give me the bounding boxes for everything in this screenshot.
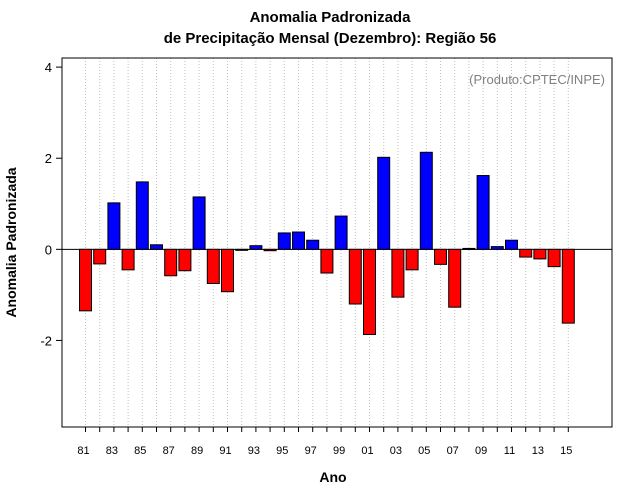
plot-frame <box>61 57 613 428</box>
y-tick-label: 4 <box>45 60 52 75</box>
x-tick-label: 93 <box>248 445 260 457</box>
x-tick-label: 83 <box>106 445 118 457</box>
bar-2005 <box>419 151 433 250</box>
x-tick-label: 11 <box>504 445 515 457</box>
x-tick-label: 87 <box>163 445 175 457</box>
bar-2000 <box>348 248 362 305</box>
y-axis-label: Anomalia Padronizada <box>3 167 19 317</box>
y-axis: -2 0 2 4 <box>40 60 62 348</box>
x-tick-label: 01 <box>361 445 373 457</box>
x-axis-label: Ano <box>319 469 346 485</box>
bar-1984 <box>121 248 135 271</box>
bar-1988 <box>178 248 192 272</box>
bar-2006 <box>434 248 447 265</box>
x-tick-label: 95 <box>276 445 288 457</box>
chart-title-line1: Anomalia Padronizada <box>249 9 411 26</box>
bar-2010 <box>490 246 504 250</box>
bar-1997 <box>306 239 320 250</box>
x-tick-label: 15 <box>560 445 572 457</box>
bar-1991 <box>221 248 234 293</box>
x-axis: 81 83 85 87 89 91 93 95 97 99 01 03 05 07 09 11 13 15 <box>77 427 572 457</box>
chart-title-line2: de Precipitação Mensal (Dezembro): Regiã… <box>163 30 497 47</box>
bar-1995 <box>277 232 291 250</box>
x-tick-label: 13 <box>532 445 544 457</box>
bar-2011 <box>505 239 518 250</box>
bar-1983 <box>107 202 121 250</box>
bar-1992 <box>235 248 249 251</box>
bar-1986 <box>150 244 163 250</box>
credit-label: (Produto:CPTEC/INPE) <box>469 72 605 87</box>
bar-2015 <box>561 248 575 324</box>
bar-1998 <box>320 248 334 274</box>
y-tick-label: -2 <box>40 333 52 348</box>
x-tick-label: 81 <box>77 445 89 457</box>
bar-1990 <box>206 248 220 284</box>
bar-2001 <box>363 248 376 336</box>
bar-1982 <box>93 248 107 265</box>
x-tick-label: 91 <box>219 445 231 457</box>
gridlines <box>85 58 569 427</box>
bar-1994 <box>263 248 277 252</box>
bar-2008 <box>462 247 476 250</box>
bar-2003 <box>391 248 405 298</box>
bar-1989 <box>192 196 206 250</box>
bar-1999 <box>334 215 348 250</box>
bar-2004 <box>405 248 419 271</box>
bar-2002 <box>377 156 391 250</box>
x-tick-label: 85 <box>134 445 146 457</box>
bar-2014 <box>547 248 561 268</box>
x-tick-label: 07 <box>447 445 459 457</box>
bar-1993 <box>249 245 263 250</box>
bar-2007 <box>448 248 462 308</box>
x-tick-label: 05 <box>418 445 430 457</box>
bar-1987 <box>164 248 178 277</box>
bar-1985 <box>135 181 149 250</box>
bar-2009 <box>476 175 490 250</box>
x-tick-label: 89 <box>191 445 203 457</box>
bar-1981 <box>79 248 92 312</box>
bar-2012 <box>519 248 533 258</box>
y-tick-label: 2 <box>45 151 52 166</box>
x-tick-label: 99 <box>333 445 345 457</box>
x-tick-label: 97 <box>305 445 317 457</box>
bars <box>79 151 575 336</box>
bar-1996 <box>292 231 305 250</box>
bar-2013 <box>533 248 547 260</box>
x-tick-label: 03 <box>390 445 402 457</box>
x-tick-label: 09 <box>475 445 487 457</box>
y-tick-label: 0 <box>45 242 52 257</box>
